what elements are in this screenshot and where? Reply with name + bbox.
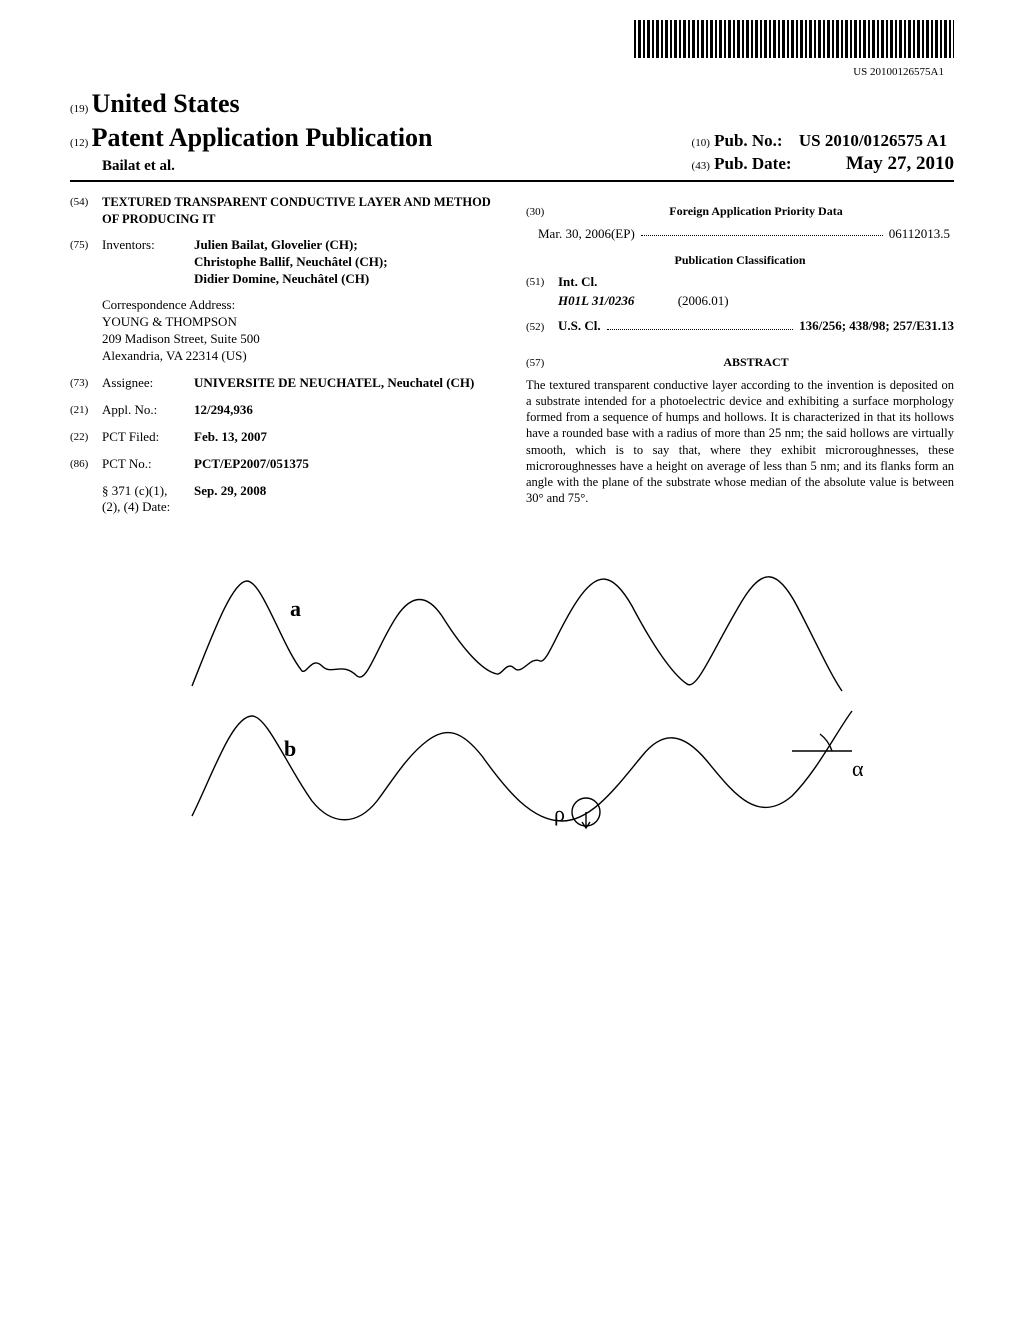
label-rho: ρ xyxy=(554,801,565,826)
int-cl-class: H01L 31/0236 xyxy=(558,293,634,308)
pub-date-label: Pub. Date: xyxy=(714,154,791,173)
curve-b xyxy=(192,711,852,821)
pub-no-value: US 2010/0126575 A1 xyxy=(799,131,947,150)
inventors-names: Julien Bailat, Glovelier (CH); Christoph… xyxy=(194,237,388,286)
label-b: b xyxy=(284,736,296,761)
country-name: United States xyxy=(92,89,240,118)
author-et-al: Bailat et al. xyxy=(102,157,433,177)
int-cl-line: H01L 31/0236 (2006.01) xyxy=(558,293,954,310)
publication-kind: Patent Application Publication xyxy=(92,123,433,152)
barcode-id-text: US 20100126575A1 xyxy=(70,65,944,79)
pct-no-code: (86) xyxy=(70,456,102,471)
pct-filed-value: Feb. 13, 2007 xyxy=(194,429,267,444)
assignee-row: (73) Assignee: UNIVERSITE DE NEUCHATEL, … xyxy=(70,375,498,392)
right-column: (30) Foreign Application Priority Data M… xyxy=(526,194,954,526)
invention-title: TEXTURED TRANSPARENT CONDUCTIVE LAYER AN… xyxy=(102,194,498,227)
assignee-label: Assignee: xyxy=(102,375,194,392)
sec371-label: § 371 (c)(1), (2), (4) Date: xyxy=(102,483,194,517)
dotted-leader xyxy=(641,226,883,236)
us-cl-row: (52) U.S. Cl. 136/256; 438/98; 257/E31.1… xyxy=(526,318,954,335)
us-cl-code: (52) xyxy=(526,319,558,334)
assignee-name: UNIVERSITE DE NEUCHATEL, Neuchatel (CH) xyxy=(194,375,474,390)
sec371-row: § 371 (c)(1), (2), (4) Date: Sep. 29, 20… xyxy=(102,483,498,517)
label-alpha: α xyxy=(852,756,864,781)
barcode-block: US 20100126575A1 xyxy=(70,20,954,79)
header-right: (10) Pub. No.: US 2010/0126575 A1 (43) P… xyxy=(692,130,954,177)
inventors-code: (75) xyxy=(70,237,102,252)
foreign-code: (30) xyxy=(526,204,558,219)
pct-filed-label: PCT Filed: xyxy=(102,429,194,446)
foreign-date: Mar. 30, 2006 xyxy=(538,226,611,243)
assignee-value: UNIVERSITE DE NEUCHATEL, Neuchatel (CH) xyxy=(194,375,498,392)
foreign-country: (EP) xyxy=(611,226,635,243)
figure-area: a b ρ α xyxy=(70,556,954,841)
pct-filed-row: (22) PCT Filed: Feb. 13, 2007 xyxy=(70,429,498,446)
int-cl-row: (51) Int. Cl. xyxy=(526,274,954,291)
pub-date-value: May 27, 2010 xyxy=(846,153,954,174)
title-code: (54) xyxy=(70,194,102,209)
country-code: (19) xyxy=(70,103,88,115)
int-cl-year: (2006.01) xyxy=(678,293,729,308)
pct-no-label: PCT No.: xyxy=(102,456,194,473)
inventors-value: Julien Bailat, Glovelier (CH); Christoph… xyxy=(194,237,498,288)
assignee-code: (73) xyxy=(70,375,102,390)
appl-no-value: 12/294,936 xyxy=(194,402,253,417)
barcode-graphic xyxy=(634,20,954,58)
foreign-priority-row: Mar. 30, 2006 (EP) 06112013.5 xyxy=(538,226,950,243)
inventors-label: Inventors: xyxy=(102,237,194,254)
int-cl-code: (51) xyxy=(526,274,558,289)
inventors-row: (75) Inventors: Julien Bailat, Glovelier… xyxy=(70,237,498,288)
int-cl-label: Int. Cl. xyxy=(558,274,597,289)
correspondence-label: Correspondence Address: xyxy=(102,297,498,314)
appl-no-code: (21) xyxy=(70,402,102,417)
pub-class-heading: Publication Classification xyxy=(526,253,954,269)
header: (19) United States (12) Patent Applicati… xyxy=(70,87,954,182)
us-cl-value: 136/256; 438/98; 257/E31.13 xyxy=(799,318,954,335)
alpha-arc xyxy=(820,734,832,751)
abstract-heading: ABSTRACT xyxy=(558,355,954,371)
header-left: (19) United States (12) Patent Applicati… xyxy=(70,87,433,176)
kind-code: (12) xyxy=(70,137,88,149)
foreign-heading: Foreign Application Priority Data xyxy=(558,204,954,220)
correspondence-block: Correspondence Address: YOUNG & THOMPSON… xyxy=(102,297,498,365)
title-row: (54) TEXTURED TRANSPARENT CONDUCTIVE LAY… xyxy=(70,194,498,227)
appl-no-row: (21) Appl. No.: 12/294,936 xyxy=(70,402,498,419)
curve-a xyxy=(192,577,842,691)
morphology-diagram: a b ρ α xyxy=(152,556,872,836)
pub-date-code: (43) xyxy=(692,160,710,172)
dotted-leader-2 xyxy=(607,320,793,330)
us-cl-label: U.S. Cl. xyxy=(558,318,601,335)
left-column: (54) TEXTURED TRANSPARENT CONDUCTIVE LAY… xyxy=(70,194,498,526)
appl-no-label: Appl. No.: xyxy=(102,402,194,419)
correspondence-address: YOUNG & THOMPSON 209 Madison Street, Sui… xyxy=(102,314,498,365)
label-a: a xyxy=(290,596,301,621)
pub-no-label: Pub. No.: xyxy=(714,131,782,150)
sec371-value: Sep. 29, 2008 xyxy=(194,483,266,498)
abstract-code: (57) xyxy=(526,355,558,370)
pct-no-row: (86) PCT No.: PCT/EP2007/051375 xyxy=(70,456,498,473)
foreign-app-no: 06112013.5 xyxy=(889,226,950,243)
biblio-columns: (54) TEXTURED TRANSPARENT CONDUCTIVE LAY… xyxy=(70,194,954,526)
pct-filed-code: (22) xyxy=(70,429,102,444)
pub-no-code: (10) xyxy=(692,137,710,149)
pct-no-value: PCT/EP2007/051375 xyxy=(194,456,309,471)
abstract-text: The textured transparent conductive laye… xyxy=(526,377,954,507)
